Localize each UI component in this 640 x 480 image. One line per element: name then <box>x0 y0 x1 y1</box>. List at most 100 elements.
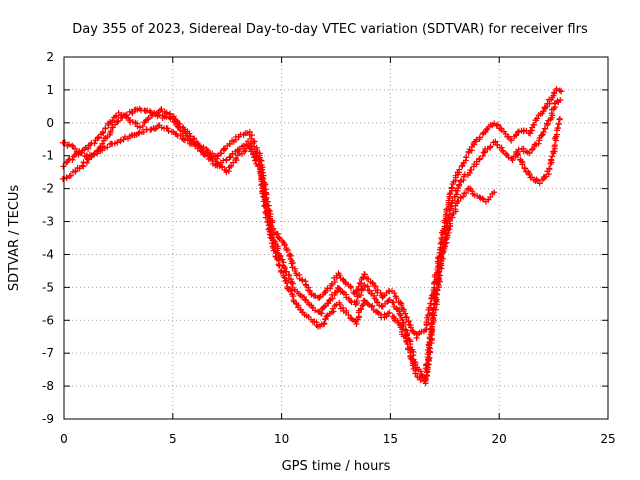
data-point <box>422 377 429 384</box>
data-point <box>91 140 98 147</box>
data-point <box>199 146 206 153</box>
data-point <box>491 189 498 196</box>
data-point <box>378 302 385 309</box>
data-point <box>423 372 430 379</box>
data-point <box>72 168 79 175</box>
data-point <box>380 293 387 300</box>
data-point <box>167 110 174 117</box>
data-point <box>129 110 136 117</box>
data-point <box>115 117 122 124</box>
x-tick-label: 10 <box>274 432 289 446</box>
x-tick-label: 0 <box>60 432 68 446</box>
data-point <box>436 268 443 275</box>
data-point <box>494 121 501 128</box>
data-point <box>69 156 76 163</box>
data-point <box>284 247 291 254</box>
y-axis-label: SDTVAR / TECUs <box>7 185 22 292</box>
data-point <box>492 138 499 145</box>
data-point <box>406 337 413 344</box>
data-point <box>66 156 73 163</box>
data-point <box>519 161 526 168</box>
data-point <box>80 159 87 166</box>
data-point <box>281 265 288 272</box>
data-point <box>397 312 404 319</box>
data-point <box>279 256 286 263</box>
data-point <box>361 271 368 278</box>
y-tick-label: 1 <box>46 83 54 97</box>
data-point <box>264 219 271 226</box>
y-tick-label: -2 <box>42 182 54 196</box>
data-point <box>536 180 543 187</box>
data-point <box>514 152 521 159</box>
data-point <box>397 299 404 306</box>
data-marks <box>59 85 565 387</box>
data-point <box>426 354 433 361</box>
data-point <box>252 157 259 164</box>
data-point <box>283 268 290 275</box>
data-point <box>412 370 419 377</box>
data-point <box>288 260 295 267</box>
data-point <box>444 232 451 239</box>
data-point <box>283 279 290 286</box>
data-point <box>428 292 435 299</box>
data-point <box>67 172 74 179</box>
data-point <box>456 166 463 173</box>
data-point <box>357 292 364 299</box>
data-point <box>479 195 486 202</box>
y-tick-label: -7 <box>42 346 54 360</box>
data-point <box>434 287 441 294</box>
data-point <box>158 106 165 113</box>
data-point <box>435 276 442 283</box>
data-point <box>521 164 528 171</box>
data-point <box>281 274 288 281</box>
data-point <box>458 163 465 170</box>
data-point <box>225 168 232 175</box>
y-tick-label: -4 <box>42 247 54 261</box>
y-tick-label: -5 <box>42 280 54 294</box>
data-point <box>348 284 355 291</box>
data-point <box>102 125 109 132</box>
data-point <box>317 310 324 317</box>
data-point <box>191 135 198 142</box>
data-point <box>271 247 278 254</box>
data-point <box>526 150 533 157</box>
data-point <box>483 127 490 134</box>
data-point <box>460 193 467 200</box>
data-point <box>323 313 330 320</box>
data-point <box>493 122 500 129</box>
data-point <box>438 234 445 241</box>
data-point <box>83 159 90 166</box>
data-point <box>498 144 505 151</box>
data-point <box>248 132 255 139</box>
data-point <box>514 129 521 136</box>
data-point <box>487 143 494 150</box>
data-point <box>226 141 233 148</box>
data-point <box>258 169 265 176</box>
data-point <box>137 124 144 131</box>
data-point <box>509 157 516 164</box>
data-point <box>463 189 470 196</box>
data-point <box>549 153 556 160</box>
data-point <box>445 226 452 233</box>
data-point <box>326 297 333 304</box>
data-point <box>107 128 114 135</box>
data-point <box>325 300 332 307</box>
data-point <box>144 107 151 114</box>
data-point <box>476 134 483 141</box>
data-point <box>194 145 201 152</box>
data-point <box>289 280 296 287</box>
data-point <box>499 147 506 154</box>
data-point <box>364 300 371 307</box>
data-point <box>299 277 306 284</box>
data-point <box>402 310 409 317</box>
data-point <box>442 240 449 247</box>
data-point <box>144 116 151 123</box>
data-point <box>251 154 258 161</box>
data-point <box>256 162 263 169</box>
data-point <box>109 117 116 124</box>
data-point <box>555 120 562 127</box>
data-point <box>453 191 460 198</box>
data-point <box>546 165 553 172</box>
